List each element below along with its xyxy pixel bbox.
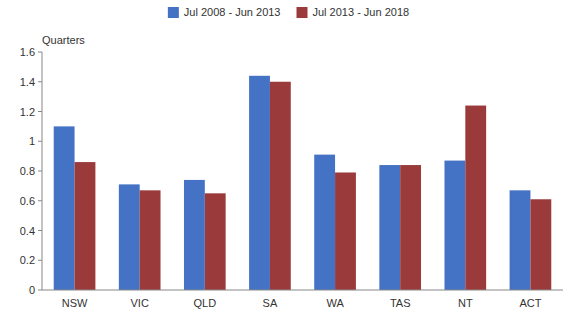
bar	[184, 180, 205, 290]
y-tick-label: 1.6	[20, 46, 35, 58]
y-tick	[38, 111, 42, 112]
bars	[54, 76, 552, 290]
x-tick-label: NT	[458, 297, 473, 309]
legend-label: Jul 2013 - Jun 2018	[313, 6, 410, 18]
y-tick-label: 1	[29, 135, 35, 147]
y-tick-label: 0.4	[20, 225, 35, 237]
x-tick-label: QLD	[194, 297, 217, 309]
legend-item: Jul 2013 - Jun 2018	[297, 6, 410, 18]
bar	[75, 162, 96, 290]
y-tick	[38, 260, 42, 261]
x-axis-line	[42, 290, 563, 291]
y-tick-label: 0	[29, 284, 35, 296]
legend-label: Jul 2008 - Jun 2013	[184, 6, 281, 18]
y-tick	[38, 290, 42, 291]
legend-swatch	[168, 7, 179, 18]
bar	[379, 165, 400, 290]
x-tick-label: NSW	[62, 297, 88, 309]
y-tick	[38, 230, 42, 231]
x-tick-label: SA	[263, 297, 278, 309]
bar	[510, 190, 531, 290]
y-tick-label: 1.4	[20, 76, 35, 88]
bar	[270, 82, 291, 290]
y-tick-label: 0.8	[20, 165, 35, 177]
y-axis-label: Quarters	[42, 34, 85, 46]
bar	[444, 161, 465, 290]
bar	[400, 165, 421, 290]
x-tick-label: ACT	[519, 297, 541, 309]
bar	[205, 193, 226, 290]
x-tick-label: VIC	[131, 297, 149, 309]
bar	[140, 190, 161, 290]
legend-swatch	[297, 7, 308, 18]
chart: 0 0.2 0.4 0.6 0.8 1 1.2 1.4 1.6 NSW VIC QLD SA WA TAS N…	[0, 0, 577, 318]
bar	[119, 184, 140, 290]
y-tick	[38, 141, 42, 142]
bar	[335, 172, 356, 290]
y-tick	[38, 52, 42, 53]
x-tick-label: TAS	[390, 297, 411, 309]
bar	[530, 199, 551, 290]
legend: Jul 2008 - Jun 2013 Jul 2013 - Jun 2018	[168, 6, 409, 18]
y-tick-label: 0.6	[20, 195, 35, 207]
bar	[314, 155, 335, 290]
bar	[465, 106, 486, 290]
y-tick-label: 1.2	[20, 106, 35, 118]
bar	[249, 76, 270, 290]
y-tick-label: 0.2	[20, 254, 35, 266]
y-tick	[38, 81, 42, 82]
bar	[54, 126, 75, 290]
legend-item: Jul 2008 - Jun 2013	[168, 6, 281, 18]
y-tick	[38, 200, 42, 201]
x-tick-label: WA	[326, 297, 344, 309]
y-tick	[38, 171, 42, 172]
